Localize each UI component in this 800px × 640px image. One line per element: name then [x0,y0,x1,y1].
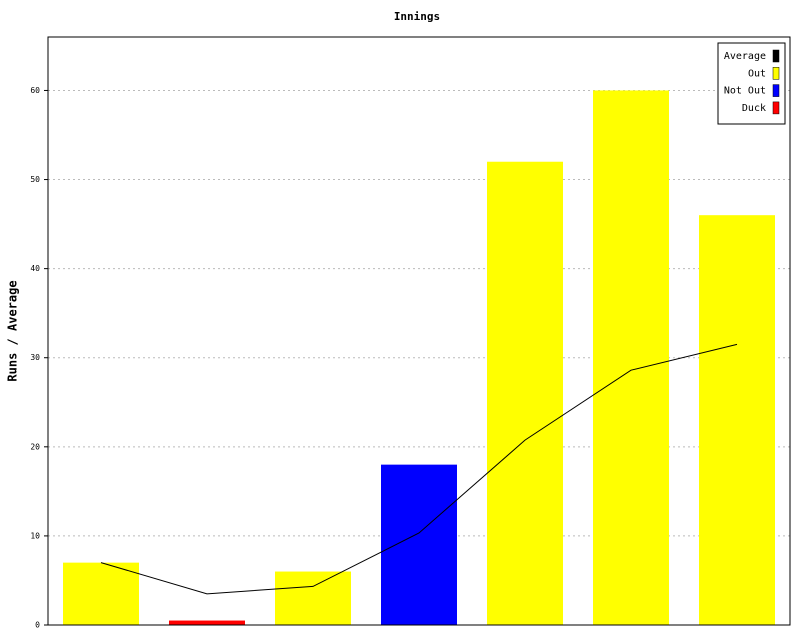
legend-label: Duck [742,103,766,114]
y-tick-label: 60 [30,86,40,95]
bar [63,562,139,625]
bar [169,620,245,625]
legend-swatch [772,101,780,115]
plot-frame [47,36,791,626]
legend-label: Average [724,51,766,62]
bar [487,161,563,625]
y-tick-label: 40 [30,264,40,273]
legend-swatch [772,84,780,97]
y-tick-label: 50 [30,175,40,184]
y-tick-label: 10 [30,531,40,540]
legend-swatch [772,49,780,63]
legend-swatch [772,67,780,80]
legend: Average Out Not Out Duck [717,42,786,125]
y-tick-label: 30 [30,353,40,362]
legend-label: Out [748,68,766,79]
average-line [100,343,738,595]
bar [699,215,775,625]
y-axis-label: Runs / Average [6,280,20,381]
chart-title: Innings [394,10,440,23]
bar [381,464,457,625]
bar [275,571,351,625]
bar [593,90,669,626]
y-tick-label: 0 [35,621,40,630]
legend-label: Not Out [724,86,766,97]
y-tick-label: 20 [30,442,40,451]
